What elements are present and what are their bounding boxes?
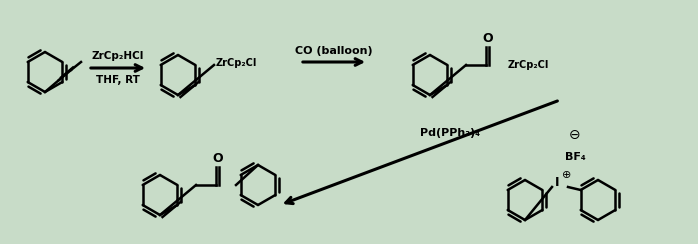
Text: ZrCp₂Cl: ZrCp₂Cl bbox=[508, 60, 549, 70]
Text: BF₄: BF₄ bbox=[565, 152, 586, 162]
Text: CO (balloon): CO (balloon) bbox=[295, 46, 373, 56]
Text: ZrCp₂HCl: ZrCp₂HCl bbox=[92, 51, 144, 61]
Text: Pd(PPh₃)₄: Pd(PPh₃)₄ bbox=[420, 128, 480, 138]
Text: I: I bbox=[555, 176, 559, 190]
Text: ⊖: ⊖ bbox=[569, 128, 581, 142]
Text: THF, RT: THF, RT bbox=[96, 75, 140, 85]
Text: O: O bbox=[482, 32, 493, 45]
Text: ZrCp₂Cl: ZrCp₂Cl bbox=[216, 58, 258, 68]
Text: O: O bbox=[212, 152, 223, 165]
Text: ⊕: ⊕ bbox=[563, 170, 572, 180]
